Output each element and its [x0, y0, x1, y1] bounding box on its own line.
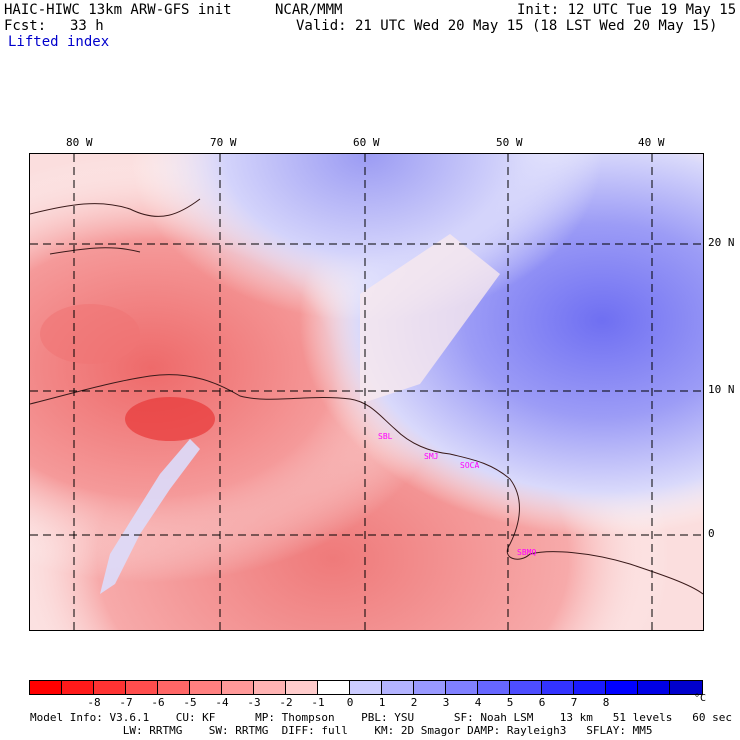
colorbar-cell — [286, 681, 318, 694]
colorbar-cell — [94, 681, 126, 694]
colorbar-cell — [158, 681, 190, 694]
lon-label-70w: 70 W — [210, 136, 237, 149]
colorbar-cell — [606, 681, 638, 694]
forecast-label: Fcst: — [4, 18, 47, 34]
colorbar-tick-label: -2 — [279, 696, 293, 709]
model-title: HAIC-HIWC 13km ARW-GFS init — [4, 2, 232, 18]
colorbar-cell — [222, 681, 254, 694]
lat-label-10n: 10 N — [708, 383, 735, 396]
station-label: SBMQ — [517, 548, 537, 557]
colorbar-tick-label: 7 — [570, 696, 578, 709]
forecast-hour: 33 h — [70, 18, 104, 34]
colorbar-tick-label: 1 — [378, 696, 386, 709]
map-canvas — [30, 154, 703, 630]
lifted-index-map — [29, 153, 704, 631]
colorbar-tick-label: 2 — [410, 696, 418, 709]
colorbar-cell — [638, 681, 670, 694]
colorbar-tick-label: -3 — [247, 696, 261, 709]
colorbar-tick-label: 4 — [474, 696, 482, 709]
init-time: Init: 12 UTC Tue 19 May 15 — [517, 2, 737, 18]
colorbar — [29, 680, 703, 695]
station-label: SBL — [378, 432, 393, 441]
model-info-line1: Model Info: V3.6.1 CU: KF MP: Thompson P… — [30, 711, 732, 724]
station-label: SOCA — [460, 461, 480, 470]
colorbar-cell — [62, 681, 94, 694]
organization: NCAR/MMM — [275, 2, 343, 18]
colorbar-tick-label: -8 — [87, 696, 101, 709]
colorbar-tick-label: -4 — [215, 696, 229, 709]
colorbar-cell — [542, 681, 574, 694]
colorbar-unit: °C — [694, 693, 707, 704]
colorbar-cell — [350, 681, 382, 694]
colorbar-tick-label: 3 — [442, 696, 450, 709]
colorbar-tick-label: -6 — [151, 696, 165, 709]
colorbar-cell — [670, 681, 702, 694]
lon-label-40w: 40 W — [638, 136, 665, 149]
colorbar-cell — [30, 681, 62, 694]
colorbar-cell — [318, 681, 350, 694]
lat-label-0: 0 — [708, 527, 715, 540]
colorbar-cell — [446, 681, 478, 694]
lon-label-50w: 50 W — [496, 136, 523, 149]
colorbar-cell — [574, 681, 606, 694]
colorbar-tick-label: 5 — [506, 696, 514, 709]
colorbar-cell — [190, 681, 222, 694]
colorbar-tick-label: 8 — [602, 696, 610, 709]
colorbar-tick-label: 0 — [346, 696, 354, 709]
station-label: SMJ — [424, 452, 439, 461]
colorbar-tick-label: -5 — [183, 696, 197, 709]
colorbar-cell — [254, 681, 286, 694]
lon-label-80w: 80 W — [66, 136, 93, 149]
field-name: Lifted index — [8, 34, 110, 50]
lat-label-20n: 20 N — [708, 236, 735, 249]
valid-time: Valid: 21 UTC Wed 20 May 15 (18 LST Wed … — [296, 18, 718, 34]
colorbar-tick-label: -1 — [311, 696, 325, 709]
model-info-line2: LW: RRTMG SW: RRTMG DIFF: full KM: 2D Sm… — [30, 724, 653, 737]
colorbar-cell — [510, 681, 542, 694]
colorbar-tick-label: 6 — [538, 696, 546, 709]
colorbar-cell — [414, 681, 446, 694]
colorbar-tick-label: -7 — [119, 696, 133, 709]
lon-label-60w: 60 W — [353, 136, 380, 149]
colorbar-cell — [478, 681, 510, 694]
colorbar-cell — [382, 681, 414, 694]
colorbar-cell — [126, 681, 158, 694]
